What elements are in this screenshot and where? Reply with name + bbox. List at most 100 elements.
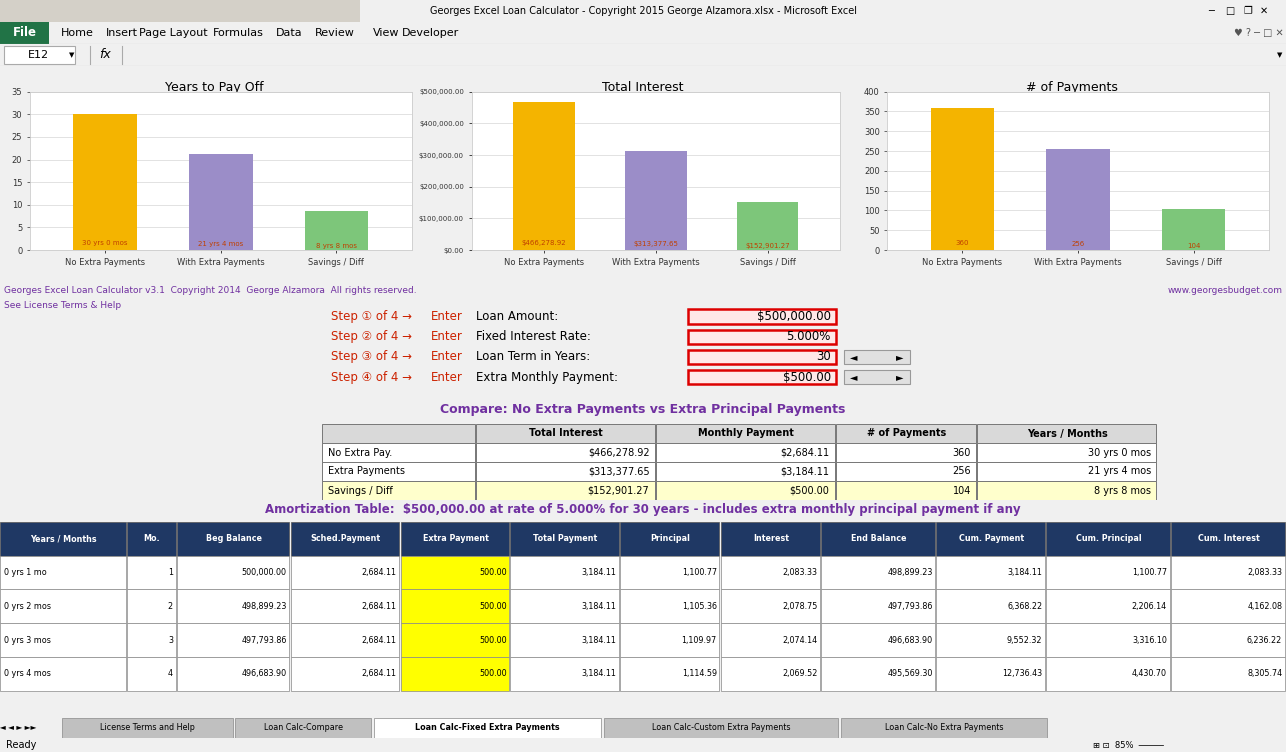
Text: 360: 360 [953,447,971,457]
Text: 3,316.10: 3,316.10 [1132,635,1166,644]
FancyBboxPatch shape [656,481,835,500]
Text: $152,901.27: $152,901.27 [588,486,649,496]
FancyBboxPatch shape [603,718,838,738]
FancyBboxPatch shape [822,590,935,623]
FancyBboxPatch shape [1170,522,1285,556]
Text: 2,684.11: 2,684.11 [361,602,396,611]
FancyBboxPatch shape [822,556,935,590]
Text: Insert: Insert [107,28,138,38]
Text: ◄: ◄ [850,352,858,362]
FancyBboxPatch shape [977,443,1156,462]
FancyBboxPatch shape [1047,556,1169,590]
FancyBboxPatch shape [127,657,175,691]
Text: Principal: Principal [651,534,691,543]
Text: 500.00: 500.00 [478,602,507,611]
FancyBboxPatch shape [235,718,370,738]
Text: # of Payments: # of Payments [1026,81,1118,94]
Text: 2,069.52: 2,069.52 [782,669,818,678]
Text: Enter: Enter [431,350,463,363]
FancyBboxPatch shape [836,481,976,500]
Text: $313,377.65: $313,377.65 [634,241,678,247]
Text: Cum. Payment: Cum. Payment [959,534,1024,543]
FancyBboxPatch shape [656,424,835,443]
FancyBboxPatch shape [620,590,719,623]
Bar [931,108,994,250]
Text: 30 yrs 0 mos: 30 yrs 0 mos [1088,447,1151,457]
FancyBboxPatch shape [1047,590,1169,623]
Text: $2,684.11: $2,684.11 [781,447,829,457]
Text: 1,114.59: 1,114.59 [682,669,716,678]
Text: ►: ► [896,352,904,362]
FancyBboxPatch shape [373,718,601,738]
FancyBboxPatch shape [844,370,910,384]
Text: 1,109.97: 1,109.97 [682,635,716,644]
Text: ◄: ◄ [850,372,858,382]
Bar [189,153,252,250]
Text: Years / Months: Years / Months [31,534,96,543]
FancyBboxPatch shape [291,657,399,691]
FancyBboxPatch shape [688,309,836,323]
Text: Fixed Interest Rate:: Fixed Interest Rate: [476,330,590,343]
Text: Interest: Interest [752,534,788,543]
Text: www.georgesbudget.com: www.georgesbudget.com [1168,287,1282,295]
Bar [1047,149,1110,250]
Text: 0 yrs 1 mo: 0 yrs 1 mo [4,568,46,577]
Text: ❐: ❐ [1244,6,1251,16]
Text: 3,184.11: 3,184.11 [581,635,616,644]
Text: Page Layout: Page Layout [139,28,208,38]
Text: 497,793.86: 497,793.86 [242,635,287,644]
Text: Data: Data [276,28,302,38]
FancyBboxPatch shape [322,462,475,481]
Text: Amortization Table:  $500,000.00 at rate of 5.000% for 30 years - includes extra: Amortization Table: $500,000.00 at rate … [265,503,1021,517]
FancyBboxPatch shape [0,522,126,556]
FancyBboxPatch shape [1170,623,1285,657]
FancyBboxPatch shape [720,556,820,590]
Text: 2,684.11: 2,684.11 [361,568,396,577]
FancyBboxPatch shape [836,443,976,462]
Text: 0 yrs 2 mos: 0 yrs 2 mos [4,602,51,611]
Text: 4,162.08: 4,162.08 [1247,602,1282,611]
FancyBboxPatch shape [620,522,719,556]
Text: 6,236.22: 6,236.22 [1247,635,1282,644]
FancyBboxPatch shape [936,657,1046,691]
Bar [625,151,687,250]
Text: 2,684.11: 2,684.11 [361,669,396,678]
Text: fx: fx [99,48,112,62]
Text: Compare: No Extra Payments vs Extra Principal Payments: Compare: No Extra Payments vs Extra Prin… [440,403,846,416]
Text: ✕: ✕ [1260,6,1268,16]
Text: Mo.: Mo. [144,534,161,543]
Text: 500.00: 500.00 [478,568,507,577]
Text: 3: 3 [168,635,172,644]
Text: 30 yrs 0 mos: 30 yrs 0 mos [82,240,127,246]
FancyBboxPatch shape [822,657,935,691]
FancyBboxPatch shape [720,590,820,623]
FancyBboxPatch shape [322,481,475,500]
Text: 0 yrs 4 mos: 0 yrs 4 mos [4,669,50,678]
Text: Step ③ of 4 →: Step ③ of 4 → [331,350,412,363]
FancyBboxPatch shape [1170,556,1285,590]
FancyBboxPatch shape [1047,623,1169,657]
Bar [73,114,136,250]
Text: 2,083.33: 2,083.33 [1247,568,1282,577]
Text: Extra Payments: Extra Payments [328,466,405,477]
FancyBboxPatch shape [620,623,719,657]
FancyBboxPatch shape [822,522,935,556]
Text: 30: 30 [817,350,831,363]
Text: ◄◄ ◄ ► ►►: ◄◄ ◄ ► ►► [0,723,36,732]
Text: Home: Home [60,28,94,38]
Text: 0 yrs 3 mos: 0 yrs 3 mos [4,635,50,644]
Text: Cum. Principal: Cum. Principal [1075,534,1141,543]
Text: Extra Monthly Payment:: Extra Monthly Payment: [476,371,617,384]
FancyBboxPatch shape [476,443,655,462]
FancyBboxPatch shape [977,462,1156,481]
Text: 12,736.43: 12,736.43 [1002,669,1043,678]
FancyBboxPatch shape [127,590,175,623]
FancyBboxPatch shape [0,556,126,590]
Text: 1,100.77: 1,100.77 [682,568,716,577]
Text: Developer: Developer [403,28,459,38]
Text: 104: 104 [1187,243,1200,249]
Text: Total Payment: Total Payment [534,534,598,543]
Text: Review: Review [314,28,355,38]
Text: 3,184.11: 3,184.11 [1007,568,1043,577]
FancyBboxPatch shape [688,350,836,364]
